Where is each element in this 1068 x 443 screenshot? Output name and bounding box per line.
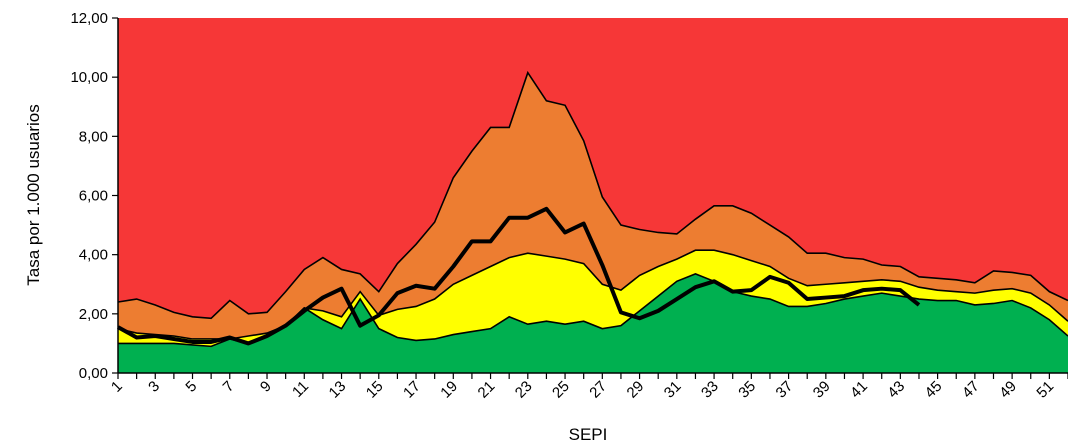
x-tick-label: 41 — [847, 378, 871, 402]
x-tick-label: 29 — [624, 378, 648, 402]
x-tick-label: 43 — [884, 378, 908, 402]
x-tick-label: 47 — [959, 378, 983, 402]
x-axis-title: SEPI — [569, 425, 608, 443]
x-tick-label: 27 — [586, 378, 610, 402]
x-tick-label: 49 — [996, 378, 1020, 402]
y-tick-label: 10,00 — [70, 69, 108, 86]
x-tick-label: 39 — [810, 378, 834, 402]
trend-line-group — [117, 206, 921, 346]
y-axis-title: Tasa por 1.000 usuarios — [24, 104, 43, 285]
x-tick-label: 11 — [289, 378, 312, 401]
y-tick-label: 6,00 — [79, 188, 108, 205]
x-tick-label: 1 — [108, 378, 126, 396]
x-tick-label: 15 — [363, 378, 387, 402]
x-tick-label: 17 — [400, 378, 424, 402]
x-tick-label: 9 — [257, 378, 275, 396]
x-tick-label: 3 — [145, 378, 163, 396]
x-tick-label: 13 — [326, 378, 350, 402]
x-tick-label: 23 — [512, 378, 536, 402]
y-tick-label: 0,00 — [79, 365, 108, 382]
stacked-areas — [117, 18, 1068, 374]
y-tick-label: 2,00 — [79, 306, 108, 323]
x-tick-label: 33 — [698, 378, 722, 402]
x-tick-label: 37 — [773, 378, 797, 402]
area-green — [118, 273, 1068, 373]
x-tick-label: 45 — [922, 378, 946, 402]
x-tick-label: 7 — [220, 378, 238, 396]
y-tick-labels: 0,00 2,00 4,00 6,00 8,00 10,00 12,00 — [70, 10, 108, 382]
x-tick-label: 5 — [182, 378, 200, 396]
band-outline — [117, 70, 1068, 320]
x-tick-label: 51 — [1033, 378, 1057, 402]
x-tick-label: 25 — [549, 378, 573, 402]
y-tick-label: 12,00 — [70, 10, 108, 27]
x-tick-label: 35 — [735, 378, 759, 402]
y-tick-label: 8,00 — [79, 128, 108, 145]
x-tick-label: 31 — [661, 378, 685, 402]
x-tick-labels: 1 3 5 7 9 11 13 15 17 19 21 23 25 27 29 31 33 35 37 39 41 43 4… — [108, 378, 1057, 402]
x-tick-label: 21 — [475, 378, 499, 402]
trend-line — [117, 206, 921, 346]
axes — [112, 17, 1068, 379]
y-tick-label: 4,00 — [79, 247, 108, 264]
x-tick-label: 19 — [437, 378, 461, 402]
